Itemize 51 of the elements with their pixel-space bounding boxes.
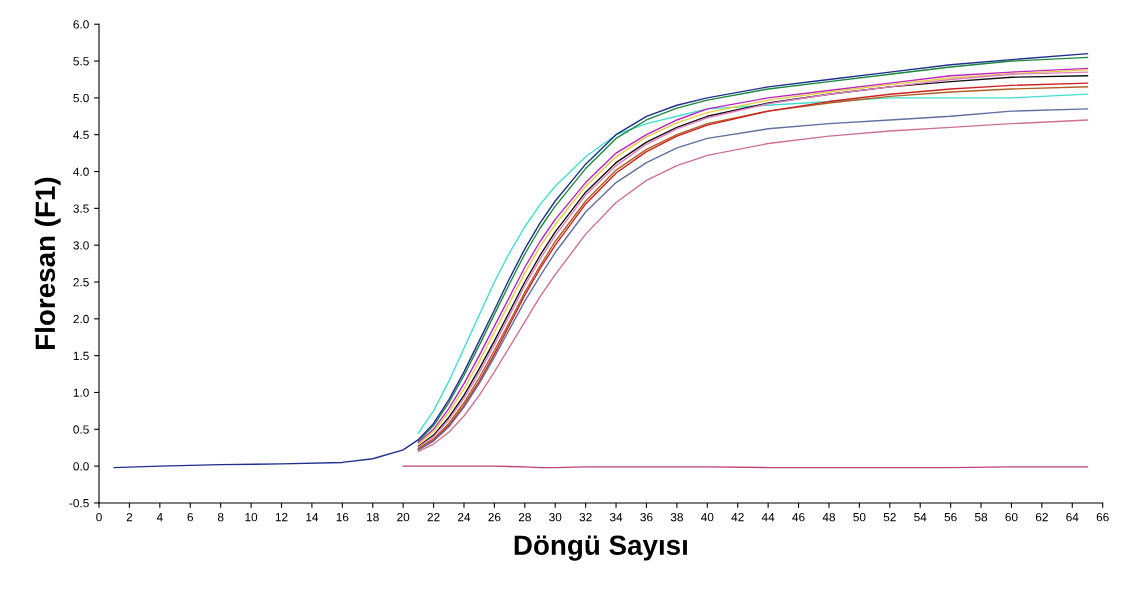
x-tick-label: 60 <box>1005 512 1018 522</box>
x-tick-label: 26 <box>488 512 501 522</box>
x-tick-label: 62 <box>1035 512 1048 522</box>
x-tick-label: 16 <box>336 512 349 522</box>
x-tick-label: 44 <box>761 513 775 522</box>
x-tick-label: 2 <box>126 512 133 522</box>
x-tick-label: 14 <box>306 513 319 522</box>
x-tick-label: 12 <box>275 512 288 522</box>
x-tick-label: 24 <box>458 512 471 522</box>
line-series <box>113 52 1089 469</box>
x-tick-label: 4 <box>156 513 163 522</box>
y-tick-label: 4.0 <box>73 167 89 176</box>
x-tick-label: 0 <box>96 512 102 522</box>
x-tick-label: 20 <box>397 512 410 522</box>
x-tick-label: 58 <box>974 512 988 522</box>
y-tick-label: 3.0 <box>73 241 89 250</box>
x-tick-label: 10 <box>245 512 258 522</box>
y-tick-label: 4.5 <box>73 130 89 140</box>
x-tick-label: 66 <box>1096 512 1109 522</box>
x-tick-label: 22 <box>427 512 440 522</box>
y-tick-label: 2.5 <box>73 278 89 287</box>
y-tick-label: 5.5 <box>73 57 89 66</box>
y-tick-label: 5.0 <box>73 93 89 103</box>
x-axis-title: Döngü Sayısı <box>514 535 687 561</box>
x-tick-label: 52 <box>883 512 896 522</box>
y-tick-label: 0.0 <box>73 462 89 471</box>
x-tick-label: 46 <box>792 512 805 522</box>
x-tick-label: 34 <box>609 512 623 522</box>
x-tick-label: 42 <box>731 512 744 522</box>
x-tick-label: 28 <box>518 512 531 522</box>
x-tick-label: 40 <box>701 512 714 522</box>
y-tick-label: 1.5 <box>73 351 89 361</box>
y-tick-label: 3.5 <box>73 204 89 213</box>
y-tick-label: 1.0 <box>73 388 89 397</box>
y-tick-label: 0.5 <box>73 425 89 434</box>
x-tick-label: 6 <box>187 512 194 522</box>
x-tick-label: 18 <box>367 512 379 522</box>
x-tick-label: 64 <box>1066 512 1079 522</box>
y-tick-label: 6.0 <box>73 20 89 29</box>
x-tick-label: 30 <box>549 512 562 522</box>
y-tick-label: -0.5 <box>69 498 89 508</box>
y-tick-label: 2.0 <box>73 314 89 324</box>
x-tick-label: 36 <box>640 512 653 522</box>
x-tick-label: 32 <box>579 512 592 522</box>
x-tick-label: 54 <box>914 513 927 522</box>
x-tick-label: 56 <box>944 512 957 522</box>
x-tick-label: 38 <box>670 512 683 522</box>
x-tick-label: 50 <box>853 512 866 522</box>
x-tick-label: 8 <box>217 512 224 522</box>
y-axis-title: Floresan (F1) <box>34 177 61 349</box>
x-tick-label: 48 <box>822 512 836 522</box>
